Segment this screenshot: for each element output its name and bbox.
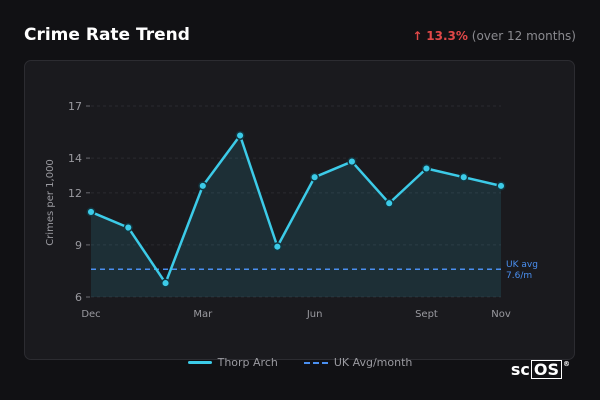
data-point-9 [421, 163, 432, 174]
data-point-8 [384, 198, 394, 208]
y-tick-label-2: 12 [68, 187, 82, 200]
legend-swatch-uk-avg [303, 361, 328, 364]
chart-title: Crime Rate Trend [24, 25, 190, 45]
legend-item-series[interactable]: Thorp Arch [187, 356, 278, 369]
data-point-6 [310, 172, 320, 182]
logo-text-a: sc [510, 360, 530, 379]
data-point-10 [459, 172, 469, 182]
y-tick-label-4: 17 [68, 100, 82, 113]
data-point-7 [347, 157, 357, 167]
legend-label-series: Thorp Arch [217, 356, 278, 369]
y-tick-label-0: 6 [75, 291, 82, 304]
x-tick-label-2: Jun [306, 309, 323, 320]
data-point-5 [272, 242, 282, 252]
data-point-1 [123, 222, 133, 233]
legend-swatch-series [187, 361, 212, 364]
data-point-0 [86, 207, 96, 217]
legend-label-uk-avg: UK Avg/month [333, 356, 413, 369]
x-tick-label-4: Nov [491, 309, 511, 320]
trend-change-period: (over 12 months) [471, 29, 576, 43]
uk-avg-label-line1: UK avg [506, 260, 538, 270]
series-line-thorp-arch [89, 134, 503, 285]
data-point-3 [198, 181, 208, 191]
x-tick-label-0: Dec [81, 309, 100, 320]
legend-item-uk-avg[interactable]: UK Avg/month [303, 356, 413, 369]
y-axis-label: Crimes per 1,000 [45, 159, 56, 246]
brand-logo: sc OS ® [511, 360, 570, 379]
y-tick-label-3: 14 [68, 152, 82, 165]
series-area-fill [91, 135, 501, 297]
data-point-2 [160, 278, 171, 288]
chart-card [24, 60, 575, 360]
uk-avg-label-line2: 7.6/m [506, 271, 532, 281]
y-tick-label-1: 9 [75, 239, 82, 252]
trend-up-arrow-icon: ↑ [412, 29, 423, 43]
trend-change-indicator: ↑ 13.3% (over 12 months) [412, 29, 576, 43]
chart-legend: Thorp Arch UK Avg/month [0, 356, 600, 369]
x-tick-label-1: Mar [193, 309, 213, 320]
logo-text-b: OS [530, 360, 562, 379]
x-tick-label-3: Sept [415, 309, 438, 320]
logo-registered-mark: ® [563, 360, 570, 368]
data-point-11 [496, 181, 506, 191]
data-point-4 [235, 130, 245, 141]
trend-change-value: 13.3% [426, 29, 468, 43]
